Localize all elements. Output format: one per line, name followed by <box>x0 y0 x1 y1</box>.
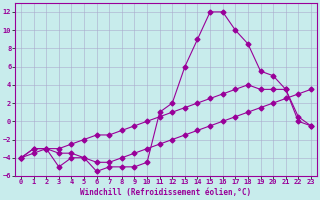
X-axis label: Windchill (Refroidissement éolien,°C): Windchill (Refroidissement éolien,°C) <box>80 188 252 197</box>
